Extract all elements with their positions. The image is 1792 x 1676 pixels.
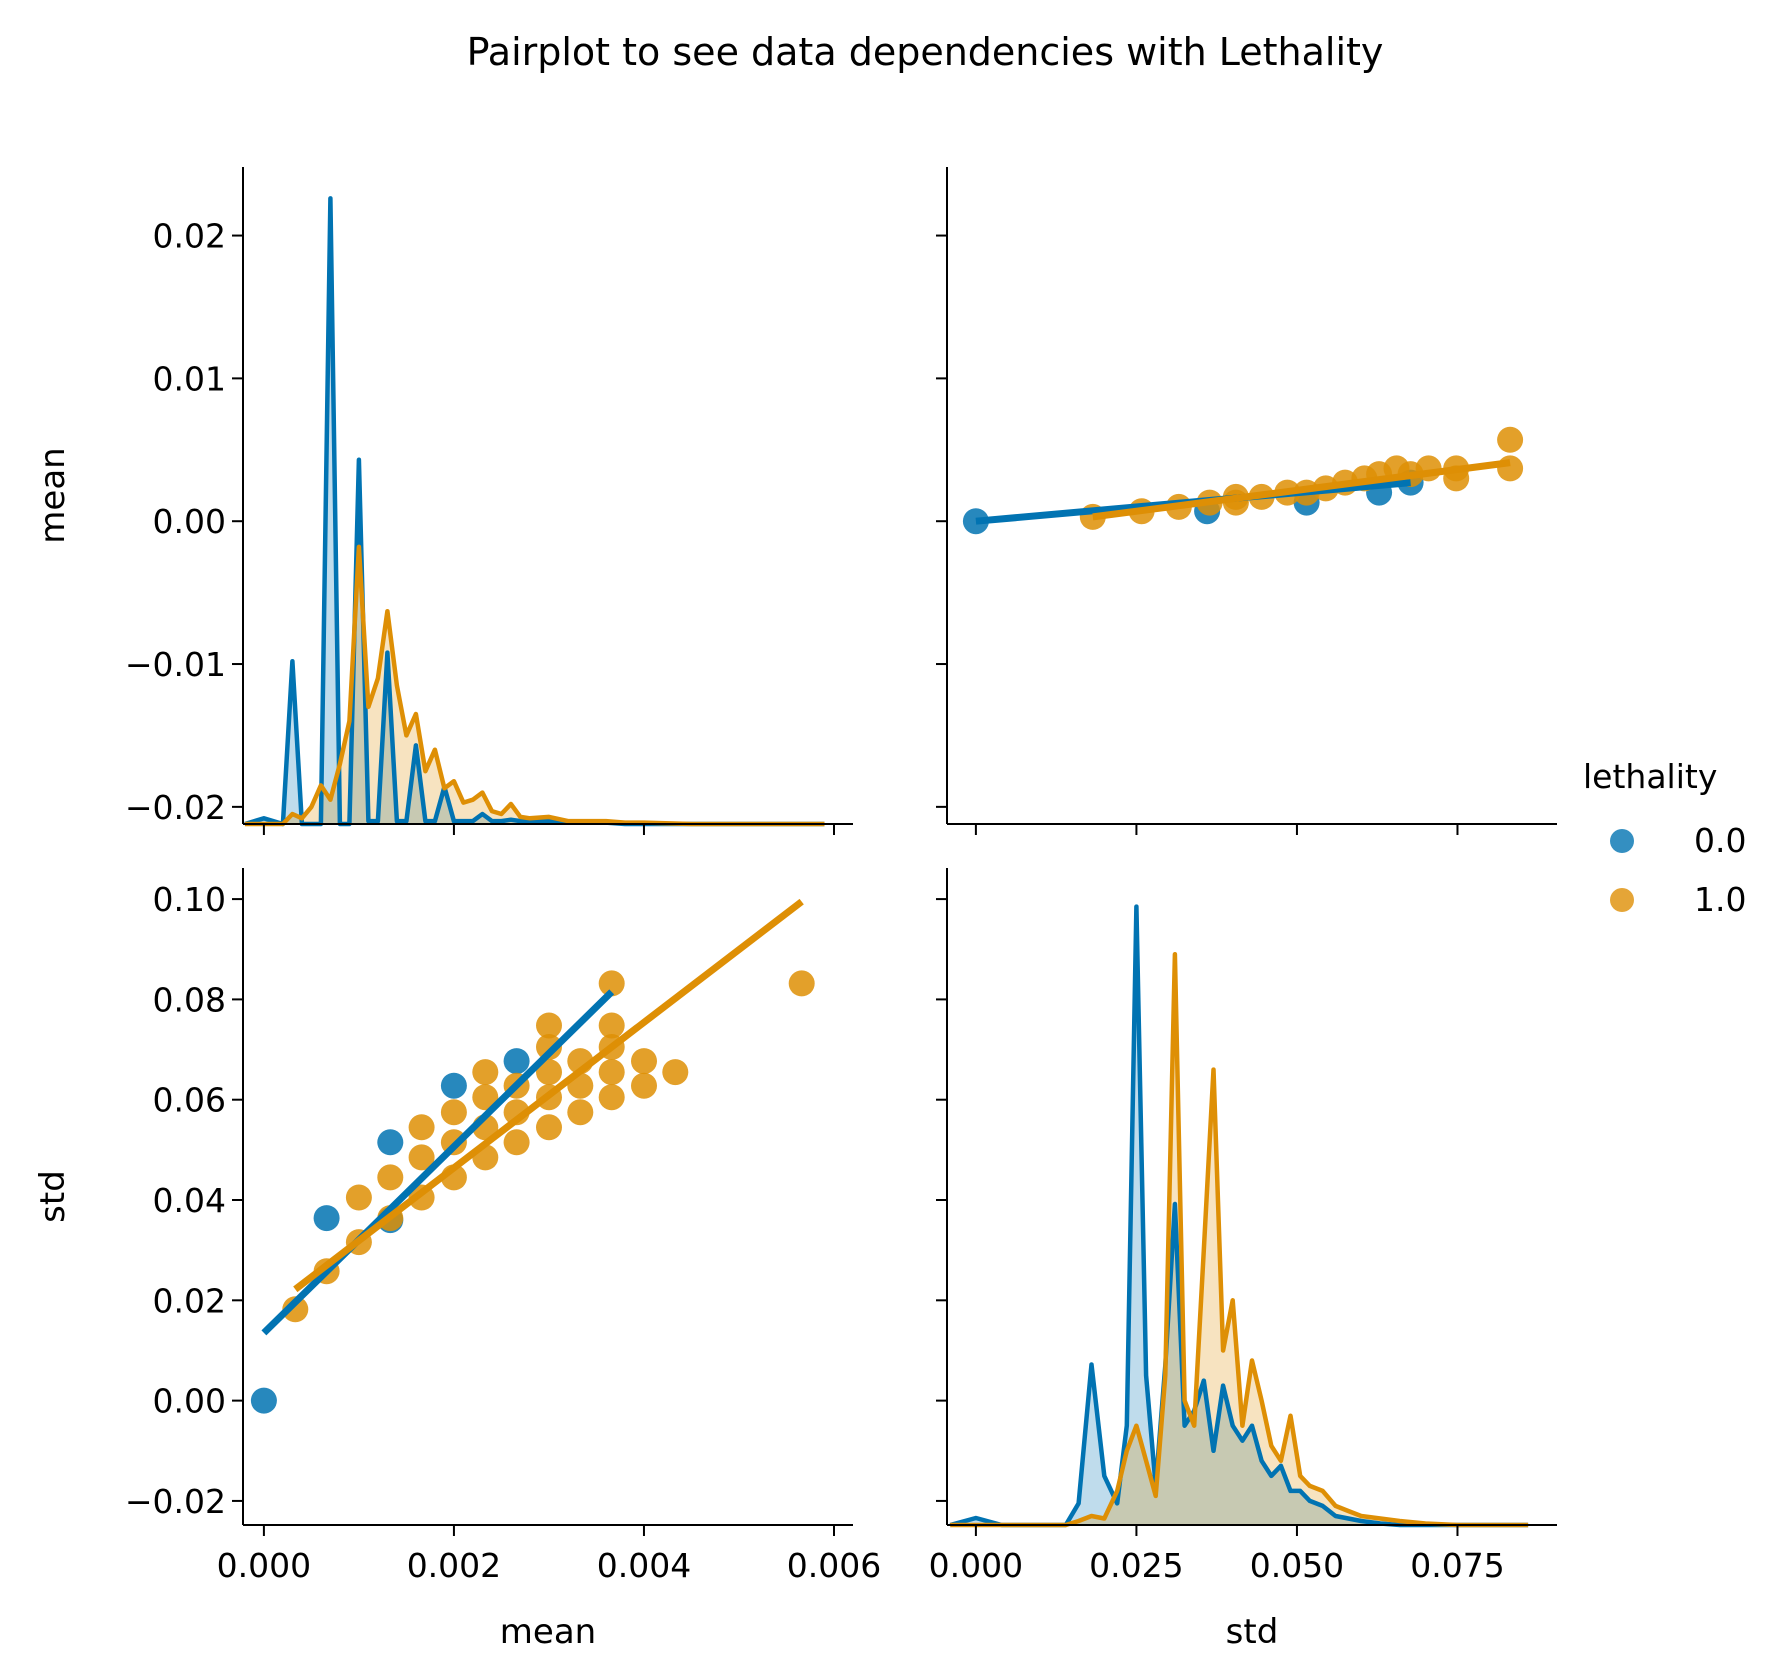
y-tick-label: −0.02 bbox=[125, 1482, 226, 1521]
y-tick-label: 0.10 bbox=[153, 880, 226, 919]
chart-title: Pairplot to see data dependencies with L… bbox=[467, 30, 1384, 74]
legend-label-lethality-1: 1.0 bbox=[1694, 880, 1746, 919]
y-tick-label: 0.06 bbox=[153, 1081, 226, 1120]
x-axis-label-mean: mean bbox=[500, 1612, 596, 1652]
point-lethality-0.0-0 bbox=[250, 1387, 277, 1414]
point-lethality-0.0-3 bbox=[440, 1072, 467, 1099]
point-lethality-1.0-27 bbox=[598, 1084, 625, 1111]
y-axis-label-mean: mean bbox=[33, 447, 73, 543]
point-lethality-1.0-32 bbox=[631, 1072, 657, 1099]
point-lethality-1.0-19 bbox=[536, 1114, 562, 1141]
y-axis-label-std: std bbox=[33, 1170, 73, 1223]
point-lethality-1.0-18 bbox=[1497, 455, 1524, 482]
point-lethality-1.0-23 bbox=[536, 1012, 562, 1039]
point-lethality-1.0-33 bbox=[631, 1048, 657, 1075]
point-lethality-1.0-24 bbox=[567, 1099, 594, 1126]
kde-line-lethality-0.0 bbox=[949, 904, 1529, 1528]
point-lethality-1.0-7 bbox=[408, 1144, 435, 1171]
point-lethality-1.0-0 bbox=[282, 1296, 309, 1323]
point-lethality-1.0-28 bbox=[598, 1059, 625, 1086]
point-lethality-1.0-11 bbox=[440, 1099, 467, 1126]
x-tick-label: 0.002 bbox=[407, 1546, 501, 1585]
point-lethality-1.0-34 bbox=[662, 1059, 689, 1086]
y-tick-label: 0.04 bbox=[153, 1181, 226, 1220]
y-tick-label: 0.02 bbox=[153, 1281, 226, 1320]
regression-line-lethality-0.0 bbox=[261, 989, 615, 1336]
x-tick-label: 0.000 bbox=[217, 1546, 311, 1585]
panel-mean_kde: −0.02 −0.01 0.00 0.01 0.02 bbox=[125, 167, 853, 835]
x-axis-label-std: std bbox=[1226, 1612, 1279, 1652]
y-tick-label: 0.01 bbox=[153, 359, 226, 398]
legend-marker-lethality-1 bbox=[1610, 888, 1634, 912]
legend: lethality 0.0 1.0 bbox=[1583, 757, 1746, 919]
x-tick-label: 0.004 bbox=[597, 1546, 691, 1585]
point-lethality-1.0-21 bbox=[536, 1059, 562, 1086]
point-lethality-0.0-2 bbox=[377, 1129, 404, 1156]
point-lethality-1.0-19 bbox=[1497, 426, 1524, 453]
y-tick-label: −0.02 bbox=[125, 788, 226, 827]
point-lethality-1.0-3 bbox=[345, 1184, 372, 1211]
y-tick-label: 0.02 bbox=[153, 217, 226, 256]
panel-std_vs_mean: −0.02 0.00 0.02 0.04 0.06 0.08 0.10 0.000 0.002 0… bbox=[125, 868, 881, 1585]
panels-group: −0.02 −0.01 0.00 0.01 0.02 −0.02 0.00 0.02 0.04 0… bbox=[33, 167, 1557, 1652]
point-lethality-1.0-5 bbox=[377, 1164, 404, 1191]
legend-title: lethality bbox=[1583, 757, 1717, 796]
x-tick-label: 0.000 bbox=[929, 1546, 1023, 1585]
regression-line-lethality-1.0 bbox=[1092, 459, 1511, 521]
point-lethality-0.0-1 bbox=[313, 1205, 340, 1232]
y-tick-label: 0.00 bbox=[153, 502, 226, 541]
y-tick-label: −0.01 bbox=[125, 645, 226, 684]
x-tick-label: 0.075 bbox=[1410, 1546, 1504, 1585]
point-lethality-1.0-14 bbox=[472, 1084, 499, 1111]
legend-label-lethality-0: 0.0 bbox=[1694, 821, 1746, 860]
point-lethality-1.0-30 bbox=[598, 1012, 625, 1039]
regression-line-lethality-1.0 bbox=[293, 898, 804, 1293]
y-tick-label: 0.08 bbox=[153, 980, 226, 1019]
x-tick-label: 0.025 bbox=[1089, 1546, 1183, 1585]
y-tick-label: 0.00 bbox=[153, 1382, 226, 1421]
point-lethality-1.0-35 bbox=[788, 970, 815, 997]
kde-fill-lethality-1.0 bbox=[244, 546, 825, 824]
panel-mean_vs_std bbox=[936, 167, 1557, 835]
point-lethality-1.0-22 bbox=[536, 1034, 562, 1060]
point-lethality-1.0-31 bbox=[598, 970, 625, 997]
point-lethality-1.0-16 bbox=[503, 1129, 530, 1156]
legend-marker-lethality-0 bbox=[1610, 829, 1634, 853]
panel-std_kde: 0.000 0.025 0.050 0.075 bbox=[929, 868, 1557, 1585]
x-tick-label: 0.050 bbox=[1250, 1546, 1344, 1585]
point-lethality-1.0-15 bbox=[472, 1059, 499, 1086]
kde-line-lethality-1.0 bbox=[950, 952, 1529, 1528]
point-lethality-1.0-8 bbox=[408, 1114, 435, 1141]
kde-line-lethality-1.0 bbox=[244, 544, 825, 827]
x-tick-label: 0.006 bbox=[787, 1546, 881, 1585]
point-lethality-0.0-4 bbox=[503, 1048, 530, 1075]
